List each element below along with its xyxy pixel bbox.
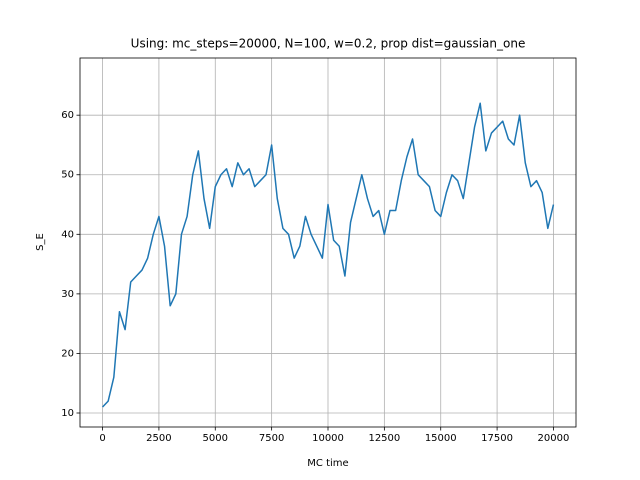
x-axis-label: MC time (307, 458, 348, 469)
plot-frame (79, 57, 577, 428)
y-tick-label: 50 (61, 170, 74, 181)
x-tick-label: 0 (99, 433, 105, 444)
x-tick-label: 15000 (425, 433, 457, 444)
x-tick-label: 12500 (368, 433, 400, 444)
data-line (102, 102, 555, 408)
x-tick-label: 20000 (538, 433, 570, 444)
chart-title: Using: mc_steps=20000, N=100, w=0.2, pro… (131, 37, 526, 51)
y-tick-label: 30 (61, 289, 74, 300)
x-tick-label: 2500 (146, 433, 171, 444)
y-tick-label: 20 (61, 348, 74, 359)
x-tick-label: 10000 (312, 433, 344, 444)
y-tick-label: 40 (61, 229, 74, 240)
y-tick-label: 10 (61, 408, 74, 419)
x-tick-label: 17500 (481, 433, 513, 444)
x-tick-label: 7500 (259, 433, 284, 444)
y-tick-label: 60 (61, 110, 74, 121)
y-axis-label: S_E (35, 233, 46, 251)
x-tick-label: 5000 (203, 433, 228, 444)
